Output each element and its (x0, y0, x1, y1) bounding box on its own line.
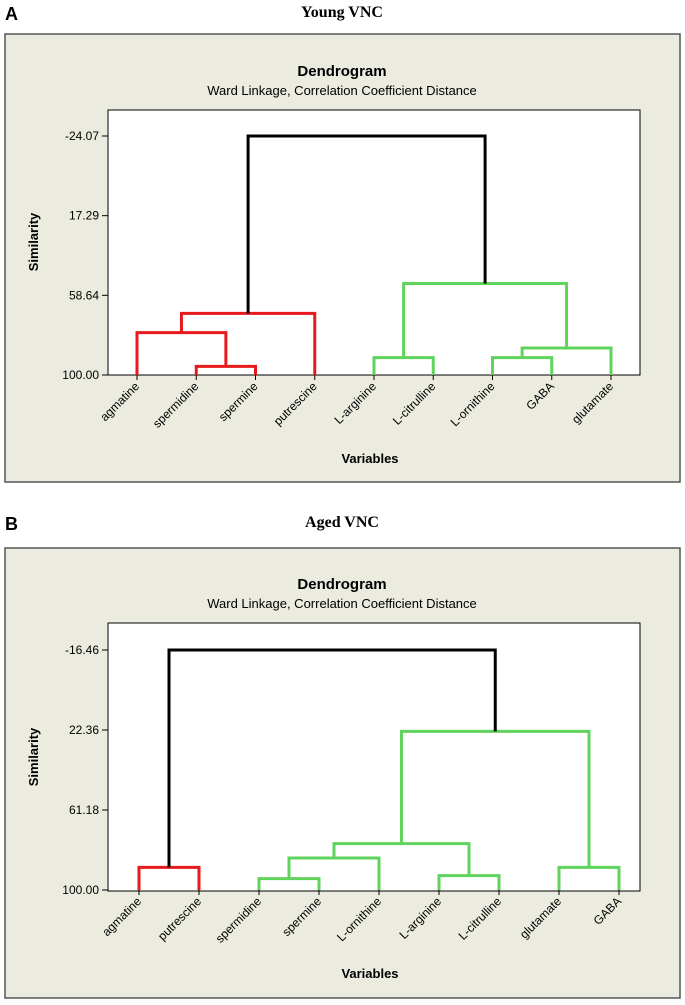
panel-0-ytick-label: 17.29 (69, 209, 99, 223)
panel-1-ytick-label: 61.18 (69, 803, 99, 817)
panel-0-merge-link-1 (135, 331, 228, 375)
panel-b-subtitle: Ward Linkage, Correlation Coefficient Di… (207, 596, 477, 611)
panel-b-title: Dendrogram (297, 576, 386, 593)
panel-b-heading: Aged VNC (305, 514, 379, 531)
panel-a-xlabel: Variables (341, 451, 398, 466)
panel-a-subtitle: Ward Linkage, Correlation Coefficient Di… (207, 83, 477, 98)
panel-0-ytick-label: 100.00 (62, 368, 99, 382)
panel-b-xlabel: Variables (341, 966, 398, 981)
panel-b-ylabel: Similarity (26, 727, 41, 786)
panel-0-ytick-label: -24.07 (65, 129, 99, 143)
panel-b-plot-area (107, 622, 641, 892)
panel-1-ytick-label: 22.36 (69, 723, 99, 737)
panel-a-plot-area (107, 109, 641, 376)
panel-1-ytick-label: 100.00 (62, 883, 99, 897)
panel-1-ytick-label: -16.46 (65, 643, 99, 657)
panel-1-merge-link-2 (287, 856, 381, 890)
panel-0-merge-link-0 (194, 364, 257, 375)
panel-1-merge-link-1 (257, 877, 321, 890)
panel-a-label: A (5, 4, 18, 24)
panel-a-heading: Young VNC (301, 4, 383, 21)
panel-0-merge-link-7 (246, 134, 487, 314)
panel-a-ylabel: Similarity (26, 212, 41, 271)
panel-b-label: B (5, 514, 18, 534)
panel-1-merge-link-7 (167, 648, 497, 868)
panel-a-title: Dendrogram (297, 63, 386, 80)
panel-0-ytick-label: 58.64 (69, 288, 99, 302)
panel-1-merge-link-6 (400, 729, 591, 868)
